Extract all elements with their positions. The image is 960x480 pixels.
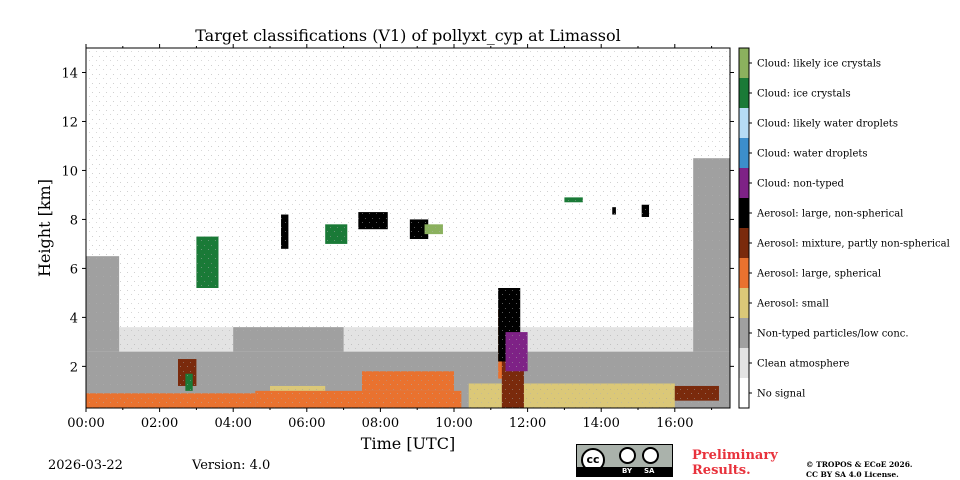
x-tick-label: 12:00 xyxy=(509,416,546,431)
legend-swatch xyxy=(739,198,749,228)
legend-swatch xyxy=(739,318,749,348)
share-alike-icon xyxy=(642,447,659,464)
legend-swatch xyxy=(739,348,749,378)
copyright-line-2: CC BY SA 4.0 License. xyxy=(806,470,899,479)
x-tick-label: 04:00 xyxy=(214,416,251,431)
x-tick-label: 00:00 xyxy=(67,416,104,431)
y-tick-label: 14 xyxy=(61,66,78,81)
x-tick-label: 16:00 xyxy=(656,416,693,431)
y-tick-label: 12 xyxy=(61,115,78,130)
legend-label: Cloud: likely ice crystals xyxy=(757,59,881,70)
legend-label: Aerosol: large, spherical xyxy=(756,269,881,280)
legend-label: Aerosol: mixture, partly non-spherical xyxy=(756,239,950,250)
y-tick-label: 4 xyxy=(70,311,78,326)
legend-label: Aerosol: small xyxy=(756,299,829,310)
legend-swatch xyxy=(739,258,749,288)
legend-frame xyxy=(738,47,750,409)
cc-license-badge[interactable]: cc BY SA xyxy=(576,444,673,477)
plot-frame xyxy=(85,47,731,409)
legend-label: Cloud: likely water droplets xyxy=(757,119,898,130)
x-tick-label: 10:00 xyxy=(435,416,472,431)
legend-swatch xyxy=(739,78,749,108)
legend-label: Cloud: water droplets xyxy=(757,149,868,160)
y-tick-label: 2 xyxy=(70,360,78,375)
attribution-icon xyxy=(619,447,636,464)
legend-label: Clean atmosphere xyxy=(757,359,850,370)
preliminary-results-note: Preliminary Results. xyxy=(692,448,778,478)
legend-swatch xyxy=(739,168,749,198)
x-tick-label: 14:00 xyxy=(582,416,619,431)
legend-label: No signal xyxy=(757,389,805,400)
legend-swatch xyxy=(739,138,749,168)
date-label: 2026-03-22 xyxy=(48,458,123,473)
chart-title: Target classifications (V1) of pollyxt_c… xyxy=(195,26,621,45)
version-label: Version: 4.0 xyxy=(192,458,271,473)
sa-label: SA xyxy=(644,467,655,475)
legend-swatch xyxy=(739,48,749,78)
legend-label: Non-typed particles/low conc. xyxy=(757,329,909,340)
y-tick-label: 6 xyxy=(70,262,78,277)
badge-bar xyxy=(577,467,672,476)
x-tick-label: 02:00 xyxy=(141,416,178,431)
legend-label: Cloud: non-typed xyxy=(757,179,845,190)
legend-swatch xyxy=(739,108,749,138)
legend-swatch xyxy=(739,228,749,258)
y-axis-label: Height [km] xyxy=(35,179,54,277)
by-label: BY xyxy=(622,467,633,475)
legend-label: Cloud: ice crystals xyxy=(757,89,851,100)
x-tick-label: 08:00 xyxy=(362,416,399,431)
legend-label: Aerosol: large, non-spherical xyxy=(756,209,903,220)
plot-area xyxy=(86,48,730,408)
sparse-signal-speckle xyxy=(86,48,730,408)
y-tick-label: 8 xyxy=(70,213,78,228)
y-tick-label: 10 xyxy=(61,164,78,179)
legend: Cloud: likely ice crystals Cloud: ice cry… xyxy=(738,47,950,409)
x-axis-label: Time [UTC] xyxy=(361,434,455,453)
legend-swatch xyxy=(739,378,749,408)
copyright-line-1: © TROPOS & ECoE 2026. xyxy=(806,460,913,469)
copyright-note: © TROPOS & ECoE 2026. CC BY SA 4.0 Licen… xyxy=(806,460,956,480)
legend-swatch xyxy=(739,288,749,318)
x-tick-label: 06:00 xyxy=(288,416,325,431)
